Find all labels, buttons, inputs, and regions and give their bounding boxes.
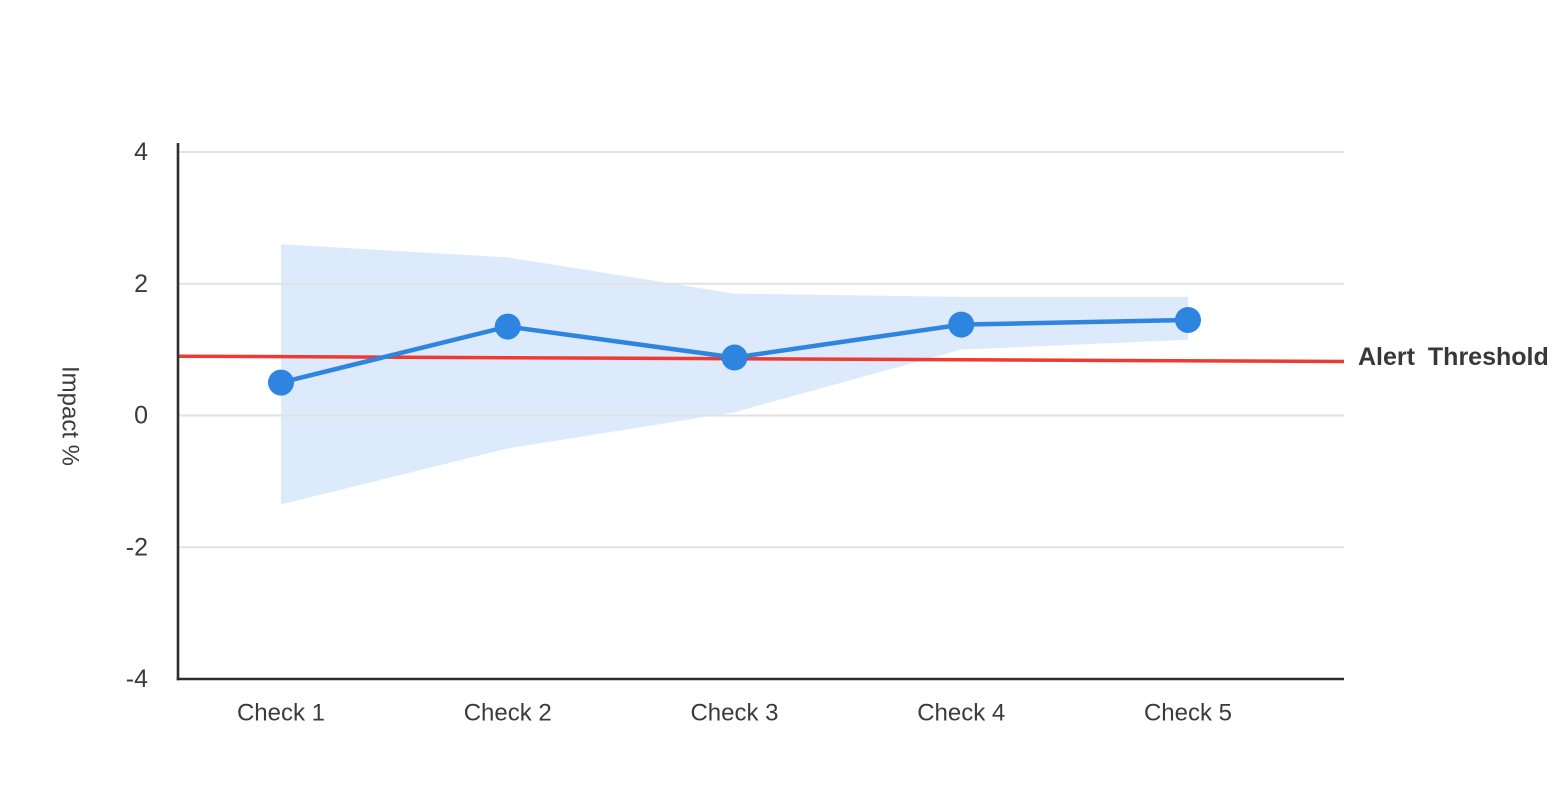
x-tick-label-check-4: Check 4 bbox=[917, 700, 1005, 727]
data-point-check-1 bbox=[268, 369, 294, 396]
y-tick-label--2: -2 bbox=[126, 533, 148, 561]
data-markers-layer bbox=[268, 306, 1201, 396]
threshold-line-layer bbox=[177, 354, 1345, 364]
data-point-check-3 bbox=[721, 344, 748, 371]
y-tick-label-4: 4 bbox=[134, 138, 148, 166]
x-tick-label-check-3: Check 3 bbox=[690, 700, 778, 727]
alert-threshold-label: Alert Threshold bbox=[1358, 343, 1549, 371]
confidence-band-layer bbox=[281, 244, 1188, 505]
gridlines-layer bbox=[178, 151, 1344, 549]
data-point-check-2 bbox=[494, 313, 521, 340]
x-tick-label-check-5: Check 5 bbox=[1144, 700, 1232, 727]
y-tick-label-2: 2 bbox=[134, 270, 148, 298]
x-tick-label-check-1: Check 1 bbox=[237, 700, 325, 727]
alert-threshold-line bbox=[177, 354, 1345, 364]
data-point-check-5 bbox=[1175, 306, 1201, 333]
y-tick-label-0: 0 bbox=[134, 402, 148, 430]
y-tick-label--4: -4 bbox=[126, 665, 148, 693]
x-tick-label-check-2: Check 2 bbox=[464, 700, 552, 727]
confidence-band bbox=[281, 244, 1188, 505]
y-axis-title: Impact % bbox=[57, 366, 84, 466]
x-tick-labels: Check 1 Check 2 Check 3 Check 4 Check 5 bbox=[237, 700, 1232, 727]
data-point-check-4 bbox=[948, 311, 975, 338]
y-tick-labels: 4 2 0 -2 -4 bbox=[126, 138, 148, 693]
axes-layer bbox=[176, 143, 1344, 681]
